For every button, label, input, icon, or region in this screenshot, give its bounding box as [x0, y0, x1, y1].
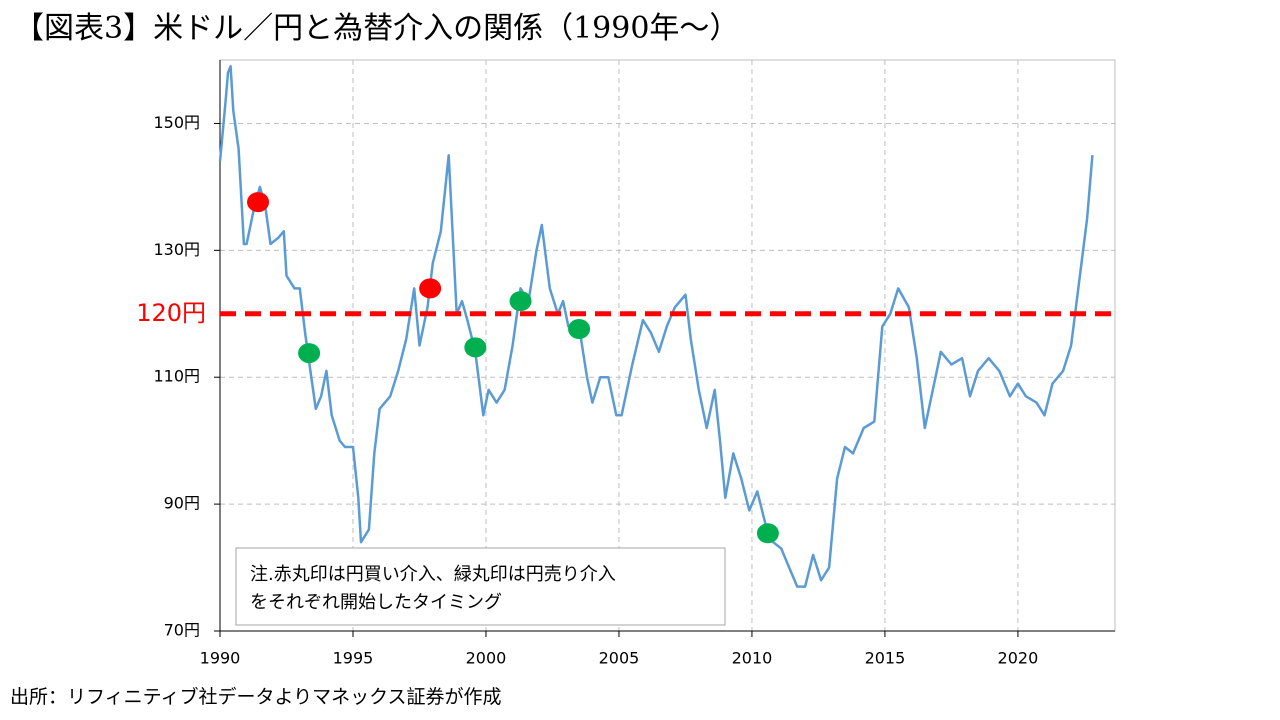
intervention-marker — [298, 343, 321, 364]
y-tick-label: 70円 — [164, 621, 200, 640]
intervention-marker — [247, 192, 270, 213]
y-tick-label: 110円 — [153, 367, 200, 386]
x-tick-label: 2020 — [998, 649, 1039, 668]
x-tick-label: 1995 — [333, 649, 374, 668]
note-text: 注.赤丸印は円買い介入、緑丸印は円売り介入 — [250, 564, 616, 585]
intervention-marker — [509, 291, 532, 312]
note-box — [235, 547, 726, 626]
reference-label: 120円 — [136, 299, 206, 327]
x-tick-label: 2000 — [466, 649, 507, 668]
x-tick-label: 2010 — [732, 649, 773, 668]
note-text: をそれぞれ開始したタイミング — [250, 592, 502, 613]
x-tick-label: 2005 — [599, 649, 640, 668]
intervention-marker — [756, 523, 779, 544]
x-tick-label: 1990 — [200, 649, 241, 668]
intervention-marker — [568, 319, 591, 340]
intervention-marker — [464, 337, 487, 358]
y-tick-label: 130円 — [153, 240, 200, 259]
price-line — [218, 65, 1094, 588]
y-tick-label: 150円 — [153, 113, 200, 132]
y-tick-label: 90円 — [164, 494, 200, 513]
chart-title: 【図表3】米ドル／円と為替介入の関係（1990年〜） — [14, 11, 739, 46]
plot-area — [219, 59, 1116, 632]
intervention-marker — [419, 278, 442, 299]
x-tick-label: 2015 — [865, 649, 906, 668]
source: 出所：リフィニティブ社データよりマネックス証券が作成 — [10, 685, 502, 708]
